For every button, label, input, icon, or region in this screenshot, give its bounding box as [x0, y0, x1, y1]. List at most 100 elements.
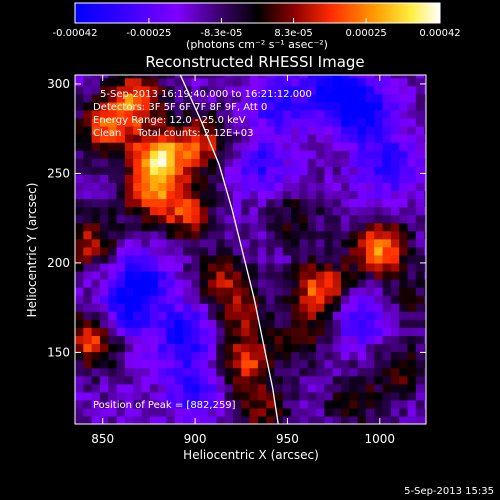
- heatmap-cell: [83, 77, 93, 87]
- heatmap-cell: [299, 415, 309, 424]
- heatmap-cell: [299, 311, 309, 320]
- heatmap-cell: [124, 77, 134, 87]
- heatmap-cell: [415, 327, 425, 336]
- heatmap-cell: [208, 327, 217, 336]
- colorbar-tick-label: -0.00042: [53, 28, 98, 39]
- heatmap-cell: [108, 150, 118, 159]
- heatmap-cell: [141, 303, 151, 312]
- heatmap-cell: [316, 142, 325, 151]
- heatmap-cell: [232, 399, 242, 409]
- heatmap-cell: [75, 351, 84, 361]
- heatmap-cell: [374, 222, 384, 232]
- heatmap-cell: [365, 319, 375, 328]
- heatmap-cell: [199, 383, 209, 393]
- heatmap-cell: [108, 359, 118, 369]
- heatmap-cell: [382, 287, 392, 296]
- heatmap-cell: [124, 93, 134, 103]
- heatmap-cell: [407, 222, 417, 232]
- heatmap-cell: [274, 174, 284, 183]
- heatmap-cell: [382, 206, 392, 216]
- heatmap-cell: [332, 367, 342, 377]
- heatmap-cell: [266, 214, 276, 224]
- heatmap-cell: [390, 206, 400, 216]
- heatmap-cell: [232, 303, 242, 312]
- heatmap-cell: [199, 327, 209, 336]
- heatmap-cell: [282, 117, 292, 127]
- heatmap-cell: [174, 101, 184, 111]
- heatmap-cell: [382, 109, 392, 119]
- heatmap-cell: [407, 327, 417, 336]
- heatmap-cell: [316, 279, 325, 288]
- heatmap-cell: [266, 150, 276, 159]
- heatmap-cell: [124, 399, 134, 409]
- heatmap-cell: [266, 343, 276, 353]
- heatmap-cell: [307, 295, 317, 304]
- heatmap-cell: [349, 262, 359, 272]
- heatmap-cell: [307, 214, 317, 224]
- heatmap-cell: [232, 206, 242, 216]
- heatmap-cell: [374, 117, 384, 127]
- heatmap-cell: [241, 158, 251, 167]
- heatmap-cell: [291, 415, 301, 424]
- heatmap-cell: [166, 166, 176, 175]
- heatmap-cell: [249, 270, 259, 280]
- heatmap-cell: [124, 182, 134, 192]
- heatmap-cell: [108, 230, 118, 240]
- heatmap-cell: [116, 295, 126, 304]
- heatmap-cell: [249, 311, 259, 320]
- heatmap-cell: [399, 182, 409, 192]
- heatmap-cell: [324, 319, 334, 328]
- heatmap-cell: [208, 85, 217, 95]
- heatmap-cell: [299, 287, 309, 296]
- heatmap-cell: [291, 238, 301, 248]
- heatmap-cell: [349, 375, 359, 385]
- heatmap-cell: [399, 190, 409, 200]
- heatmap-cell: [399, 367, 409, 377]
- heatmap-cell: [382, 383, 392, 393]
- heatmap-cell: [241, 279, 251, 288]
- heatmap-cell: [424, 134, 426, 143]
- heatmap-cell: [357, 415, 367, 424]
- heatmap-cell: [224, 246, 234, 256]
- heatmap-cell: [365, 182, 375, 192]
- heatmap-cell: [241, 117, 251, 127]
- heatmap-cell: [174, 327, 184, 336]
- heatmap-cell: [257, 319, 267, 328]
- heatmap-cell: [282, 327, 292, 336]
- heatmap-cell: [424, 150, 426, 159]
- heatmap-cell: [158, 222, 168, 232]
- heatmap-cell: [75, 206, 84, 216]
- heatmap-cell: [374, 287, 384, 296]
- heatmap-cell: [216, 335, 226, 345]
- heatmap-cell: [316, 319, 325, 328]
- heatmap-cell: [266, 117, 276, 127]
- heatmap-cell: [291, 142, 301, 151]
- heatmap-cell: [141, 238, 151, 248]
- heatmap-cell: [199, 117, 209, 127]
- heatmap-cell: [199, 279, 209, 288]
- heatmap-cell: [299, 101, 309, 111]
- heatmap-cell: [116, 77, 126, 87]
- heatmap-cell: [316, 75, 325, 79]
- heatmap-cell: [216, 85, 226, 95]
- heatmap-cell: [291, 343, 301, 353]
- heatmap-cell: [141, 150, 151, 159]
- heatmap-cell: [141, 375, 151, 385]
- heatmap-cell: [382, 85, 392, 95]
- heatmap-cell: [199, 109, 209, 119]
- heatmap-cell: [141, 134, 151, 143]
- heatmap-cell: [316, 311, 325, 320]
- heatmap-cell: [199, 142, 209, 151]
- heatmap-cell: [99, 109, 109, 119]
- heatmap-cell: [415, 383, 425, 393]
- heatmap-cell: [307, 126, 317, 135]
- heatmap-cell: [124, 101, 134, 111]
- heatmap-cell: [291, 351, 301, 361]
- heatmap-cell: [183, 238, 192, 248]
- heatmap-cell: [133, 375, 143, 385]
- heatmap-cell: [299, 93, 309, 103]
- heatmap-cell: [99, 158, 109, 167]
- heatmap-cell: [257, 327, 267, 336]
- heatmap-cell: [407, 343, 417, 353]
- heatmap-cell: [324, 327, 334, 336]
